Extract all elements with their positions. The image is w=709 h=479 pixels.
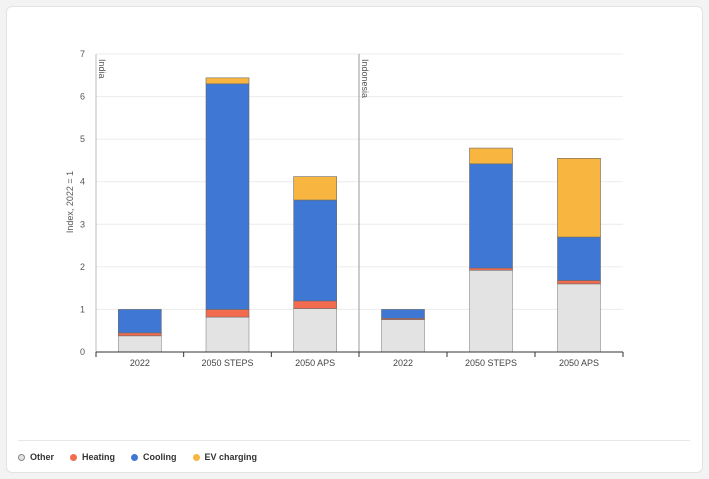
legend-label: EV charging — [204, 452, 258, 462]
x-tick-label: 2022 — [130, 358, 150, 368]
bar-segment-other — [205, 316, 250, 353]
x-tick-label: 2022 — [393, 358, 413, 368]
y-tick-label: 6 — [80, 92, 85, 102]
bar-segment-other — [293, 308, 337, 353]
bar-segment-heating — [205, 309, 250, 318]
bar-segment-ev-charging — [557, 158, 601, 238]
legend-label: Other — [30, 452, 55, 462]
bar-segment-ev-charging — [205, 77, 250, 85]
bar-segment-other — [469, 269, 513, 353]
panel-label: India — [97, 59, 107, 79]
bar-segment-cooling — [118, 309, 162, 334]
x-tick-label: 2050 STEPS — [201, 358, 253, 368]
bar-segment-ev-charging — [469, 147, 513, 165]
x-tick-label: 2050 APS — [295, 358, 335, 368]
bar-segment-other — [557, 283, 601, 353]
axes: 0 1 2 3 4 5 6 7 India 2022 2050 STEPS 2050 APS Indon… — [80, 49, 624, 368]
legend-divider — [18, 440, 690, 441]
legend-item-heating[interactable]: Heating — [70, 452, 115, 462]
y-tick-label: 7 — [80, 49, 85, 59]
bar-segment-cooling — [293, 199, 337, 302]
y-tick-label: 4 — [80, 177, 85, 187]
y-tick-label: 5 — [80, 134, 85, 144]
bar-segment-other — [118, 335, 162, 353]
panel-label: Indonesia — [360, 59, 370, 98]
y-axis-label: Index, 2022 = 1 — [65, 171, 75, 233]
legend-swatch-icon — [131, 453, 139, 461]
bar-segment-ev-charging — [293, 176, 337, 201]
legend-label: Heating — [82, 452, 116, 462]
legend-swatch-icon — [192, 453, 200, 461]
legend-swatch-icon — [70, 453, 78, 461]
legend-item-other[interactable]: Other — [18, 452, 54, 462]
x-tick-label: 2050 STEPS — [465, 358, 517, 368]
legend-item-ev-charging[interactable]: EV charging — [192, 452, 258, 462]
legend-swatch-icon — [18, 453, 25, 461]
legend-label: Cooling — [143, 452, 177, 462]
bar-segment-heating — [293, 300, 337, 309]
y-tick-label: 0 — [80, 347, 85, 357]
y-tick-label: 1 — [80, 304, 85, 314]
bar-segment-heating — [557, 280, 601, 285]
y-tick-label: 2 — [80, 262, 85, 272]
bars — [118, 77, 601, 353]
y-tick-label: 3 — [80, 219, 85, 229]
legend: Other Heating Cooling EV charging — [18, 452, 257, 462]
legend-item-cooling[interactable]: Cooling — [131, 452, 177, 462]
bar-segment-cooling — [205, 83, 250, 310]
bar-segment-cooling — [381, 309, 425, 319]
bar-segment-other — [381, 319, 425, 353]
bar-segment-heating — [118, 332, 162, 337]
bar-segment-heating — [469, 267, 513, 271]
bar-segment-cooling — [469, 163, 513, 269]
bar-segment-cooling — [557, 236, 601, 281]
x-tick-label: 2050 APS — [559, 358, 599, 368]
